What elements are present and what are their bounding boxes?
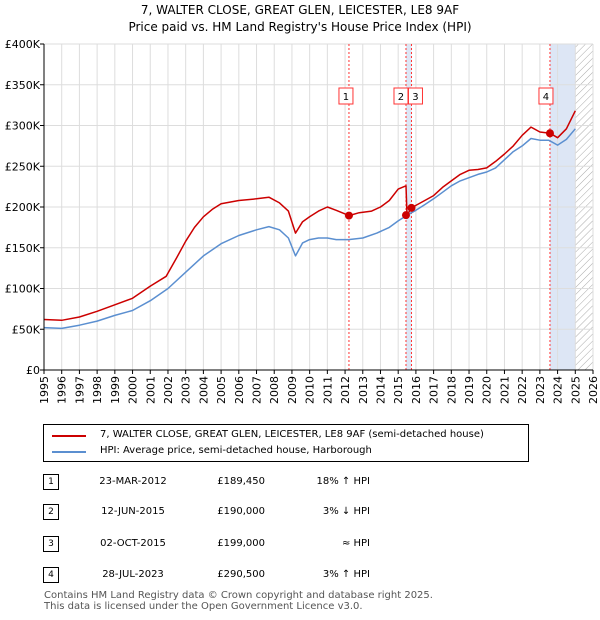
y-tick-label: £0: [26, 364, 40, 377]
transaction-date: 28-JUL-2023: [102, 569, 164, 580]
transaction-price: £199,000: [217, 538, 265, 549]
x-tick-label: 2005: [215, 376, 228, 404]
sale-label-box: [338, 87, 354, 105]
x-tick-label: 1996: [56, 376, 69, 404]
transaction-hpi: ≈ HPI: [341, 538, 370, 549]
x-tick-label: 2006: [233, 376, 246, 404]
x-tick-label: 2025: [569, 376, 582, 404]
table-row: 1 23-MAR-2012 £189,450 18% ↑ HPI: [43, 474, 563, 490]
transaction-price: £290,500: [217, 569, 265, 580]
transaction-badge: 2: [43, 504, 59, 520]
table-row: 4 28-JUL-2023 £290,500 3% ↑ HPI: [43, 567, 563, 583]
x-tick-label: 2003: [180, 376, 193, 404]
transaction-price: £189,450: [217, 476, 265, 487]
chart-subtitle: Price paid vs. HM Land Registry's House …: [128, 20, 472, 34]
footer-line-1: Contains HM Land Registry data © Crown c…: [44, 590, 433, 601]
transaction-hpi: 3% ↑ HPI: [322, 569, 370, 580]
sale-label: 2: [398, 92, 404, 103]
x-tick-label: 2010: [304, 376, 317, 404]
x-tick-label: 2024: [552, 376, 565, 404]
x-tick-label: 2017: [428, 376, 441, 404]
x-tick-label: 2018: [445, 376, 458, 404]
x-tick-label: 2011: [321, 376, 334, 404]
x-tick-label: 2000: [127, 376, 140, 404]
transaction-hpi: 3% ↓ HPI: [322, 506, 370, 517]
sale-label: 4: [543, 92, 549, 103]
y-tick-label: £400K: [5, 38, 41, 51]
transaction-hpi: 18% ↑ HPI: [316, 476, 370, 487]
sale-label-box: [538, 87, 554, 105]
table-row: 2 12-JUN-2015 £190,000 3% ↓ HPI: [43, 504, 563, 520]
sale-point: [407, 203, 416, 212]
x-tick-label: 2007: [251, 376, 264, 404]
table-row: 3 02-OCT-2015 £199,000 ≈ HPI: [43, 536, 563, 552]
sale-label: 3: [412, 92, 418, 103]
transaction-badge: 4: [43, 567, 59, 583]
y-tick-label: £300K: [5, 120, 41, 133]
transaction-date: 12-JUN-2015: [101, 506, 165, 517]
footer-line-2: This data is licensed under the Open Gov…: [44, 601, 363, 612]
x-tick-label: 2020: [481, 376, 494, 404]
legend-swatch-hpi: [52, 451, 86, 453]
chart-title: 7, WALTER CLOSE, GREAT GLEN, LEICESTER, …: [140, 3, 460, 17]
x-tick-label: 2014: [374, 376, 387, 404]
sale-label: 1: [343, 92, 349, 103]
transaction-badge: 1: [43, 474, 59, 490]
y-tick-label: £250K: [5, 160, 41, 173]
legend-swatch-property: [52, 435, 86, 437]
chart-legend: 7, WALTER CLOSE, GREAT GLEN, LEICESTER, …: [43, 424, 529, 462]
x-tick-label: 2013: [357, 376, 370, 404]
y-tick-label: £350K: [5, 79, 41, 92]
x-tick-label: 2015: [392, 376, 405, 404]
x-tick-label: 1997: [73, 376, 86, 404]
x-tick-label: 2019: [463, 376, 476, 404]
x-tick-label: 2021: [498, 376, 511, 404]
y-tick-label: £200K: [5, 201, 41, 214]
x-tick-label: 2022: [516, 376, 529, 404]
y-tick-label: £100K: [5, 283, 41, 296]
x-tick-label: 2012: [339, 376, 352, 404]
x-tick-label: 2026: [587, 376, 600, 404]
transaction-date: 02-OCT-2015: [100, 538, 166, 549]
x-tick-label: 2009: [286, 376, 299, 404]
x-tick-label: 1999: [109, 376, 122, 404]
transaction-price: £190,000: [217, 506, 265, 517]
transaction-badge: 3: [43, 536, 59, 552]
x-tick-label: 2023: [534, 376, 547, 404]
transaction-date: 23-MAR-2012: [99, 476, 167, 487]
legend-label-property: 7, WALTER CLOSE, GREAT GLEN, LEICESTER, …: [100, 429, 484, 440]
x-tick-label: 1995: [38, 376, 51, 404]
footer-attribution: Contains HM Land Registry data © Crown c…: [44, 590, 433, 612]
x-tick-label: 2001: [144, 376, 157, 404]
property-price-line: [43, 110, 576, 322]
x-tick-label: 2004: [197, 376, 210, 404]
hpi-line: [43, 128, 576, 330]
price-chart: 1 2 3 4 £0 £50K £100K £150K £200K £250K £300K £350K…: [5, 38, 600, 404]
x-tick-label: 2016: [410, 376, 423, 404]
sale-point: [401, 211, 410, 220]
sale-point: [344, 211, 353, 220]
legend-label-hpi: HPI: Average price, semi-detached house,…: [100, 445, 372, 456]
x-tick-label: 1998: [91, 376, 104, 404]
x-tick-label: 2008: [268, 376, 281, 404]
sale-point: [545, 129, 554, 138]
y-tick-label: £50K: [12, 323, 41, 336]
y-tick-label: £150K: [5, 242, 41, 255]
x-tick-label: 2002: [162, 376, 175, 404]
sale-label-box: [407, 87, 423, 105]
